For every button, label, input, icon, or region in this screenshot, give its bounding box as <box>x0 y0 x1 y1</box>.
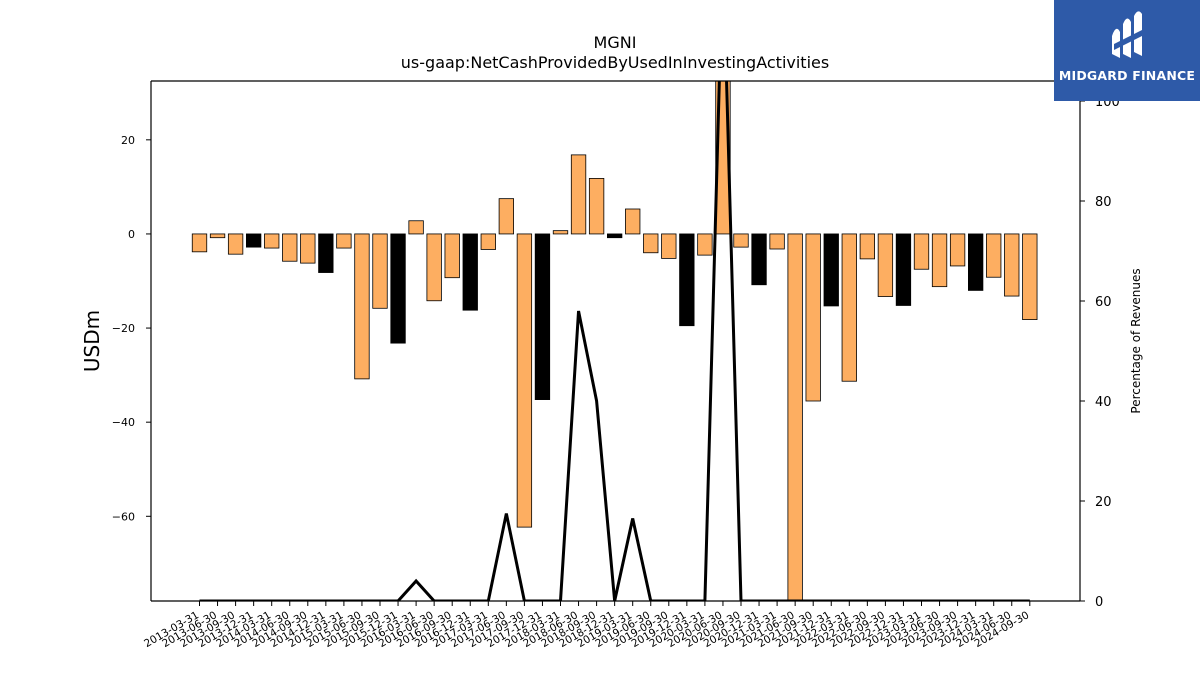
y-tick-label: 0 <box>128 228 135 241</box>
bar-2023-12-31 <box>968 233 984 291</box>
y-axis-label: USDm <box>80 310 104 372</box>
y2-tick-label: 80 <box>1095 195 1112 210</box>
logo-mark-icon <box>1112 11 1142 59</box>
y2-tick-label: 60 <box>1095 295 1112 310</box>
y-tick-label: −60 <box>112 510 135 523</box>
bar-2022-03-31 <box>841 233 857 382</box>
bar-2018-06-30 <box>570 154 587 235</box>
bar-2017-09-30 <box>516 233 533 528</box>
axes: 200−20−40−600204060801002013-03-312013-0… <box>112 80 1120 650</box>
bar-2019-09-30 <box>661 233 677 259</box>
bar-2024-06-30 <box>1004 233 1020 297</box>
bar-2013-12-31 <box>245 233 262 248</box>
bar-2014-03-31 <box>264 233 280 249</box>
bar-2016-09-30 <box>444 233 460 279</box>
bar-2016-03-31 <box>408 220 424 235</box>
bar-2015-06-30 <box>354 233 370 380</box>
bar-2023-06-30 <box>931 233 948 288</box>
y-tick-label: −40 <box>112 416 135 429</box>
y2-tick-label: 0 <box>1095 595 1103 610</box>
y-tick-label: −20 <box>112 322 135 335</box>
bar-2021-12-31 <box>823 233 839 307</box>
bar-2018-12-31 <box>607 233 623 239</box>
bar-2014-06-30 <box>282 233 298 262</box>
bar-2014-12-31 <box>318 233 334 273</box>
bar-2022-06-30 <box>859 233 875 260</box>
bar-2021-09-30 <box>805 233 821 402</box>
bar-2020-12-31 <box>751 233 767 286</box>
bar-2018-03-31 <box>552 230 569 235</box>
bar-2014-09-30 <box>300 233 316 264</box>
bar-2023-09-30 <box>949 233 966 267</box>
bar-2019-12-31 <box>679 233 695 327</box>
bar-2015-03-31 <box>336 233 352 249</box>
chart-title: MGNI <box>594 33 637 52</box>
bar-2019-03-31 <box>625 208 641 235</box>
bar-2021-06-30 <box>787 233 803 601</box>
bars <box>191 81 1038 601</box>
chart-subtitle: us-gaap:NetCashProvidedByUsedInInvesting… <box>401 53 829 72</box>
bar-2020-03-31 <box>697 233 713 256</box>
bar-2022-09-30 <box>877 233 894 297</box>
bar-2016-06-30 <box>426 233 442 302</box>
bar-2013-03-31 <box>191 233 208 253</box>
bar-2020-09-30 <box>733 233 749 248</box>
bar-2023-03-31 <box>913 233 930 270</box>
bar-2017-12-31 <box>534 233 551 400</box>
bar-2019-06-30 <box>643 233 659 254</box>
logo-text: MIDGARD FINANCE <box>1058 68 1196 83</box>
bar-2018-09-30 <box>588 178 605 235</box>
bar-2015-09-30 <box>372 233 388 309</box>
bar-2022-12-31 <box>895 233 912 306</box>
bar-2021-03-31 <box>769 233 785 250</box>
bar-2017-03-31 <box>480 233 496 250</box>
y2-tick-label: 20 <box>1095 495 1112 510</box>
y-tick-label: 20 <box>121 134 135 147</box>
midgard-finance-logo: MIDGARD FINANCE <box>1054 0 1200 101</box>
bar-2015-12-31 <box>390 233 406 344</box>
y2-axis-label: Percentage of Revenues <box>1129 268 1143 413</box>
bar-2024-09-30 <box>1022 233 1038 320</box>
y2-tick-label: 40 <box>1095 395 1112 410</box>
bar-2013-09-30 <box>227 233 244 255</box>
bar-2013-06-30 <box>209 233 226 239</box>
bar-2017-06-30 <box>498 198 515 235</box>
bar-2024-03-31 <box>986 233 1002 278</box>
bar-2016-12-31 <box>462 233 478 311</box>
